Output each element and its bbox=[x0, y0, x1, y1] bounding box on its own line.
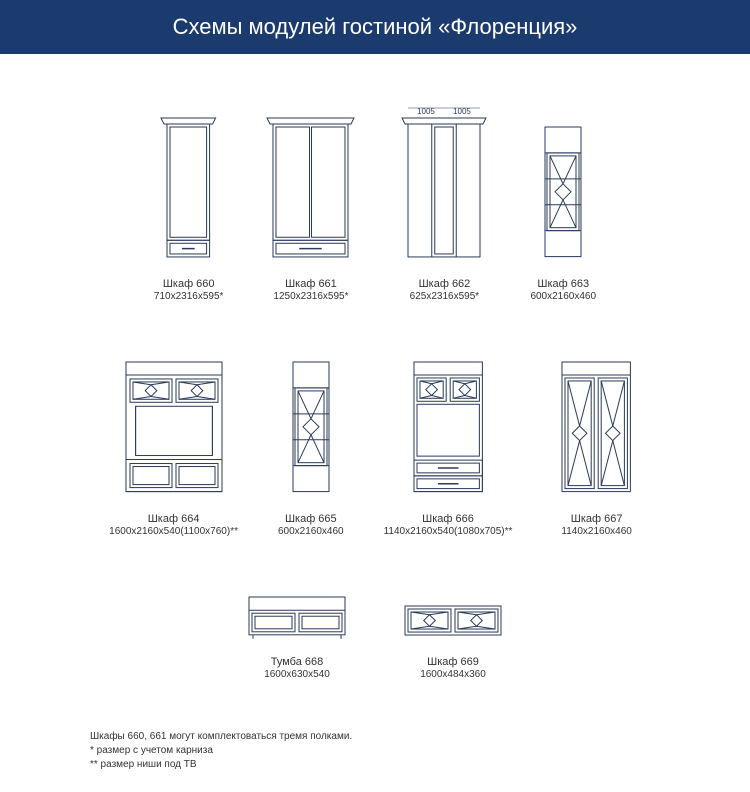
module-drawing bbox=[404, 352, 492, 502]
module-dims: 1140x2160x540(1080x705)** bbox=[384, 526, 513, 537]
svg-text:1005: 1005 bbox=[454, 107, 472, 116]
module-label: Шкаф 663 bbox=[537, 277, 589, 291]
module-drawing bbox=[395, 596, 511, 645]
module-label: Шкаф 664 bbox=[148, 512, 200, 526]
module-drawing bbox=[116, 352, 232, 502]
module-label: Шкаф 666 bbox=[422, 512, 474, 526]
module-dims: 600x2160x460 bbox=[278, 526, 344, 537]
module-drawing bbox=[263, 108, 358, 267]
module-drawing bbox=[239, 587, 355, 645]
module-label: Шкаф 669 bbox=[427, 655, 479, 669]
module-661: Шкаф 6611250x2316x595* bbox=[263, 108, 358, 302]
module-drawing bbox=[283, 352, 339, 502]
svg-text:1005: 1005 bbox=[418, 107, 436, 116]
module-dims: 710x2316x595* bbox=[154, 291, 224, 302]
module-label: Шкаф 667 bbox=[571, 512, 623, 526]
module-660: Шкаф 660710x2316x595* bbox=[154, 108, 224, 302]
module-665: Шкаф 665600x2160x460 bbox=[278, 352, 344, 537]
module-drawing: 1005 1005 bbox=[398, 94, 490, 267]
module-drawing bbox=[552, 352, 640, 502]
module-666: Шкаф 6661140x2160x540(1080x705)** bbox=[384, 352, 513, 537]
module-dims: 600x2160x460 bbox=[530, 291, 596, 302]
row-1: Шкаф 660710x2316x595* Шкаф 6611250x2316x5… bbox=[0, 94, 750, 302]
module-664: Шкаф 6641600x2160x540(1100x760)** bbox=[109, 352, 238, 537]
module-663: Шкаф 663600x2160x460 bbox=[530, 117, 596, 302]
footnote-line: * размер с учетом карниза bbox=[90, 744, 750, 758]
module-label: Шкаф 661 bbox=[285, 277, 337, 291]
module-label: Шкаф 665 bbox=[285, 512, 337, 526]
module-drawing bbox=[535, 117, 591, 267]
footnote-line: ** размер ниши под ТВ bbox=[90, 758, 750, 772]
module-dims: 625x2316x595* bbox=[410, 291, 480, 302]
module-dims: 1600x630x540 bbox=[264, 669, 330, 680]
module-667: Шкаф 6671140x2160x460 bbox=[552, 352, 640, 537]
module-drawing bbox=[157, 108, 220, 267]
module-dims: 1600x2160x540(1100x760)** bbox=[109, 526, 238, 537]
module-dims: 1250x2316x595* bbox=[273, 291, 348, 302]
row-2: Шкаф 6641600x2160x540(1100x760)**Шкаф 66… bbox=[0, 352, 750, 537]
module-label: Шкаф 660 bbox=[163, 277, 215, 291]
footnote-line: Шкафы 660, 661 могут комплектоваться тре… bbox=[90, 730, 750, 744]
module-label: Тумба 668 bbox=[271, 655, 324, 669]
module-dims: 1140x2160x460 bbox=[561, 526, 631, 537]
module-662: 1005 1005 Шкаф 662625x2316x595* bbox=[398, 94, 490, 302]
page-title: Схемы модулей гостиной «Флоренция» bbox=[0, 0, 750, 54]
module-dims: 1600x484x360 bbox=[420, 669, 486, 680]
module-668: Тумба 6681600x630x540 bbox=[239, 587, 355, 680]
footnotes: Шкафы 660, 661 могут комплектоваться тре… bbox=[90, 730, 750, 772]
module-label: Шкаф 662 bbox=[419, 277, 471, 291]
row-3: Тумба 6681600x630x540 Шкаф 6691600x484x36… bbox=[0, 587, 750, 680]
page: Схемы модулей гостиной «Флоренция» Шкаф … bbox=[0, 0, 750, 772]
module-669: Шкаф 6691600x484x360 bbox=[395, 596, 511, 680]
